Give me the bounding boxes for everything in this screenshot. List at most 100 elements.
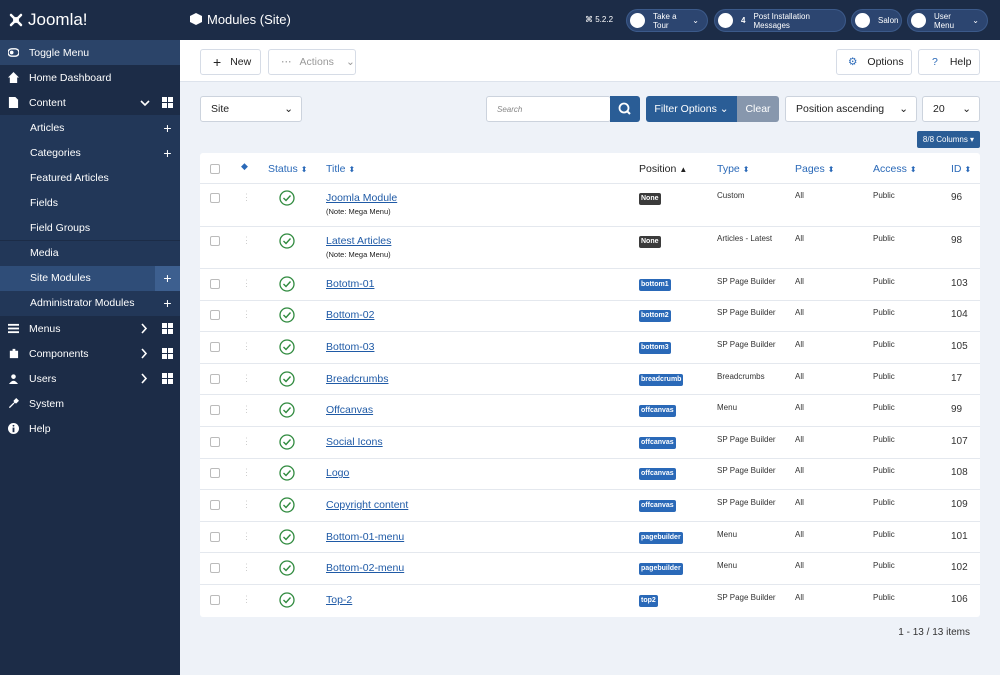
row-checkbox[interactable] [210,278,220,289]
row-checkbox[interactable] [210,531,220,542]
add-icon[interactable]: + [163,119,172,136]
module-access: Public [873,403,895,413]
column-header[interactable]: ID ⬍ [951,163,971,175]
module-access: Public [873,371,895,381]
submenu-item[interactable]: Site Modules + [0,265,180,291]
status-icon[interactable] [279,370,295,387]
row-divider [200,299,980,301]
status-icon[interactable] [279,434,295,450]
submenu-item[interactable]: Media [0,240,180,266]
module-id: 103 [951,277,968,289]
status-icon[interactable] [279,592,295,608]
new-button[interactable]: + New [200,49,261,75]
status-icon[interactable] [279,307,295,324]
columns-button[interactable]: 8/8 Columns ▾ [917,131,980,148]
status-icon[interactable] [279,232,295,249]
status-icon[interactable] [279,402,295,418]
module-title[interactable]: Copyright content [326,499,409,511]
module-title[interactable]: Breadcrumbs [326,372,389,385]
row-checkbox[interactable] [210,193,220,203]
module-type: SP Page Builder [717,592,776,602]
module-pages: All [795,561,804,571]
search-button[interactable] [610,96,640,122]
add-icon[interactable]: + [163,295,172,312]
row-checkbox[interactable] [210,468,220,479]
row-checkbox[interactable] [210,594,220,605]
row-divider [200,331,980,333]
post-install-button[interactable]: 4 Post Installation Messages [714,9,846,32]
menu-item[interactable]: System [0,391,180,416]
module-title[interactable]: Logo [326,467,350,480]
limit-select[interactable]: 20 ⌄ [922,96,980,122]
toggle-menu[interactable]: Toggle Menu [0,40,180,65]
column-header[interactable]: Access ⬍ [873,163,917,175]
row-checkbox[interactable] [210,310,220,321]
add-icon[interactable]: + [155,265,180,291]
submenu-item[interactable]: Field Groups [0,215,180,241]
submenu-label: Categories [30,146,81,159]
status-icon[interactable] [279,190,295,206]
status-icon[interactable] [279,497,295,513]
module-title[interactable]: Bottom-01-menu [326,530,405,543]
column-header[interactable]: Title ⬍ [326,163,355,175]
module-title[interactable]: Bottom-02-menu [326,562,405,575]
menu-item[interactable]: Home Dashboard [0,65,180,90]
column-header[interactable]: Pages ⬍ [795,163,834,175]
row-checkbox[interactable] [210,436,220,447]
add-icon[interactable]: + [163,144,172,161]
column-header[interactable]: Type ⬍ [717,163,749,175]
module-title[interactable]: Bottom-02 [326,309,375,322]
submenu-item[interactable]: Administrator Modules + [0,290,180,316]
module-title[interactable]: Top-2 [326,593,353,606]
submenu-item[interactable]: Articles + [0,115,180,140]
submenu-item[interactable]: Featured Articles [0,165,180,191]
status-icon[interactable] [279,276,295,292]
options-button[interactable]: ⚙ Options [836,49,912,75]
clear-button[interactable]: Clear [737,96,779,122]
ordering-select[interactable]: Position ascending ⌄ [785,96,917,122]
column-header[interactable]: Position ▲ [639,163,687,175]
module-title[interactable]: Bototm-01 [326,277,375,290]
module-title[interactable]: Bottom-03 [326,341,375,353]
client-select[interactable]: Site ⌄ [200,96,302,122]
sort-indicator: ⬍ [827,165,835,174]
sort-icon[interactable]: ◆ [241,161,248,171]
menu-item[interactable]: Content [0,90,180,115]
module-type: SP Page Builder [717,498,776,507]
module-title[interactable]: Social Icons [326,435,383,448]
filter-options-button[interactable]: Filter Options ⌄ [646,96,737,122]
status-icon[interactable] [279,560,295,576]
row-checkbox[interactable] [210,563,220,574]
row-checkbox[interactable] [210,373,220,384]
status-icon[interactable] [279,528,295,545]
module-title[interactable]: Joomla Module [326,192,398,204]
row-checkbox[interactable] [210,342,220,352]
module-title[interactable]: Latest Articles [326,234,392,247]
module-title[interactable]: Offcanvas [326,404,374,417]
menu-item[interactable]: Components [0,341,180,366]
drag-handle: ⋮ [242,593,251,604]
submenu-label: Media [30,247,59,259]
tour-button[interactable]: Take a Tour ⌄ [626,9,708,32]
help-button[interactable]: ? Help [918,49,980,75]
menu-item[interactable]: Menus [0,316,180,341]
row-checkbox[interactable] [210,235,220,246]
menu-item[interactable]: Help [0,416,180,441]
module-access: Public [873,340,895,349]
submenu-item[interactable]: Fields [0,190,180,216]
drag-handle: ⋮ [242,234,251,245]
drag-handle: ⋮ [242,277,251,288]
salon-button[interactable]: Salon [851,9,902,32]
select-all[interactable] [210,164,220,174]
row-checkbox[interactable] [210,405,220,416]
expand-icons [140,372,175,385]
row-checkbox[interactable] [210,500,220,510]
actions-button[interactable]: ⋯ Actions ⌄ [268,49,356,75]
menu-item[interactable]: Users [0,366,180,391]
user-menu-button[interactable]: User Menu ⌄ [907,9,988,32]
column-header[interactable]: Status ⬍ [268,163,307,175]
search-input[interactable]: Search [486,96,611,122]
status-icon[interactable] [279,465,295,482]
status-icon[interactable] [279,339,295,355]
submenu-item[interactable]: Categories + [0,140,180,166]
